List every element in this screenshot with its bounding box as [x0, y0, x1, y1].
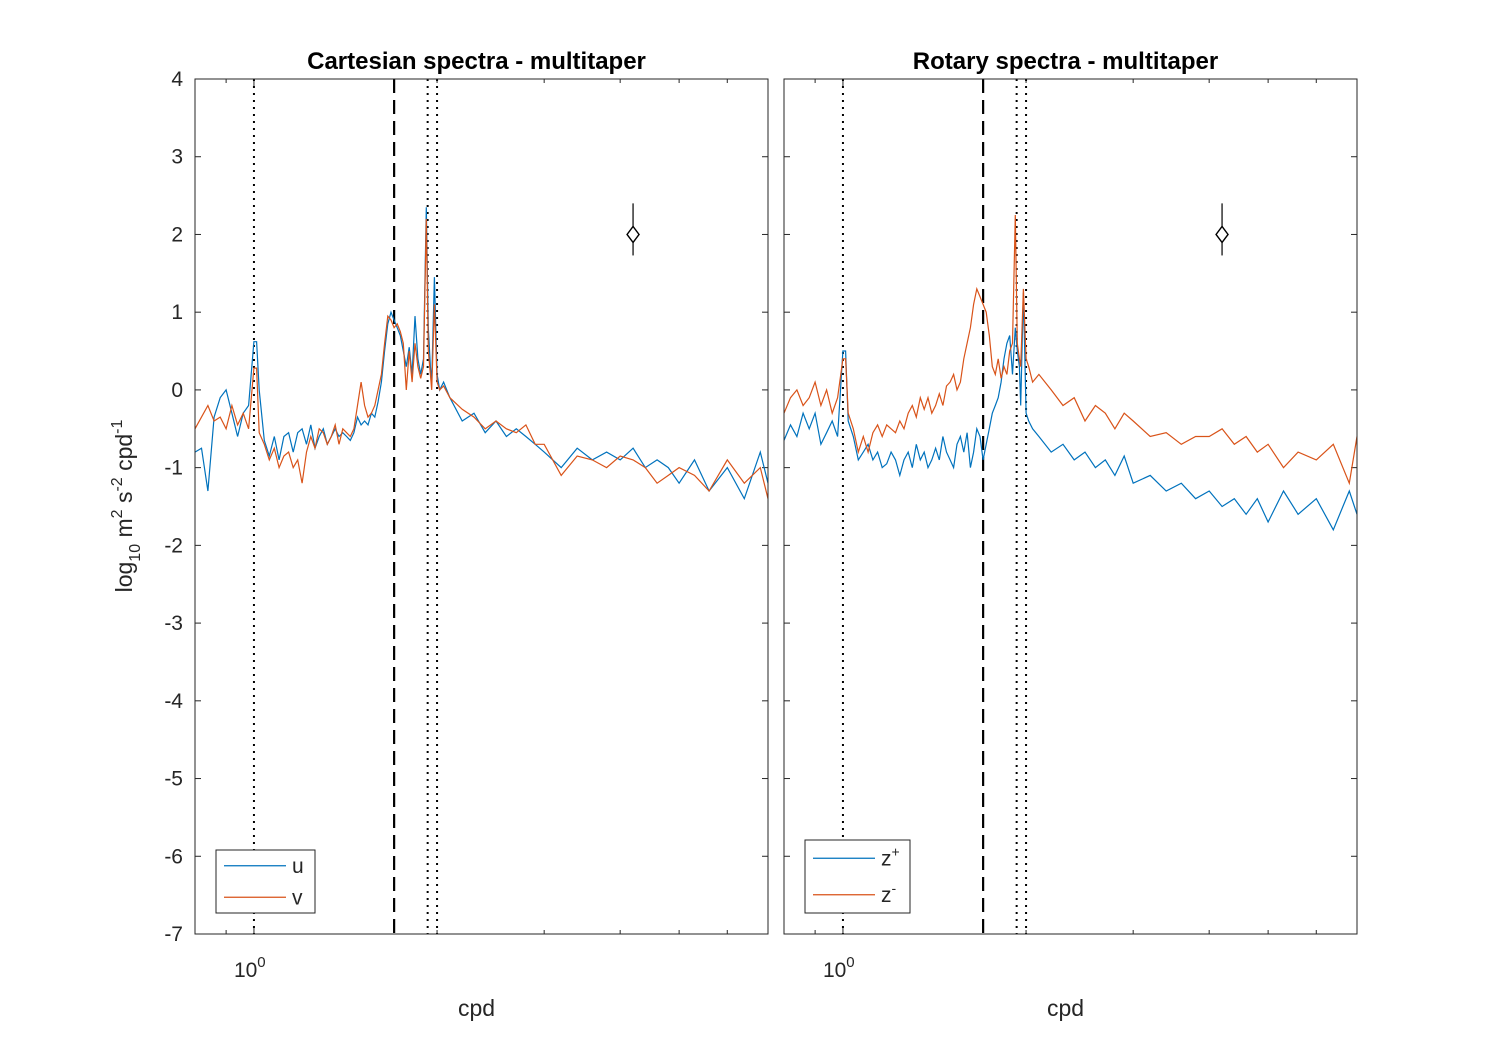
y-tick-label: -3	[164, 612, 183, 635]
series-line-2	[194, 218, 769, 499]
y-tick-label: -5	[164, 768, 183, 791]
panel-1: 4 3 2 1 0 -1 -2 -3 -4 -5 -6 -7 100 Cartesian spectra …	[109, 48, 769, 1021]
y-tick-label: -7	[164, 923, 183, 946]
y-tick-label: 2	[171, 223, 183, 246]
series-line-1	[783, 292, 1358, 532]
error-bar-marker	[626, 225, 640, 244]
axes-box	[783, 78, 1358, 935]
x-tick-label: 100	[234, 954, 266, 982]
x-axis-label: cpd	[458, 995, 495, 1021]
y-tick-label: -1	[164, 457, 183, 480]
y-tick-label: -6	[164, 845, 183, 868]
legend-entry: v	[292, 886, 303, 909]
y-tick-label: 0	[171, 379, 183, 402]
y-axis-label: log10 m2 s-2 cpd-1	[109, 420, 144, 593]
legend: z+ z-	[804, 839, 911, 914]
panel-2: 100 Rotary spectra - multitaper cpd z+ z-	[783, 48, 1358, 1021]
chart-title: Rotary spectra - multitaper	[913, 48, 1218, 75]
y-tick-label: 4	[171, 68, 183, 91]
legend-box	[804, 839, 911, 914]
y-tick-label: 1	[171, 301, 183, 324]
x-axis-label: cpd	[1047, 995, 1084, 1021]
y-tick-label: -4	[164, 690, 183, 713]
legend-entry: z+	[881, 843, 900, 870]
x-tick-label: 100	[823, 954, 855, 982]
legend: uv	[215, 849, 316, 914]
legend-entry: z-	[881, 880, 897, 907]
plot-area	[195, 79, 768, 934]
axes-box	[194, 78, 769, 935]
y-tick-label: -2	[164, 534, 183, 557]
plot-area	[784, 79, 1357, 934]
legend-box	[215, 849, 316, 914]
series-line-1	[194, 207, 769, 501]
error-bar-marker	[1215, 225, 1229, 244]
legend-entry: u	[292, 855, 304, 878]
series-line-2	[783, 214, 1358, 486]
chart-title: Cartesian spectra - multitaper	[307, 48, 646, 75]
y-tick-label: 3	[171, 146, 183, 169]
